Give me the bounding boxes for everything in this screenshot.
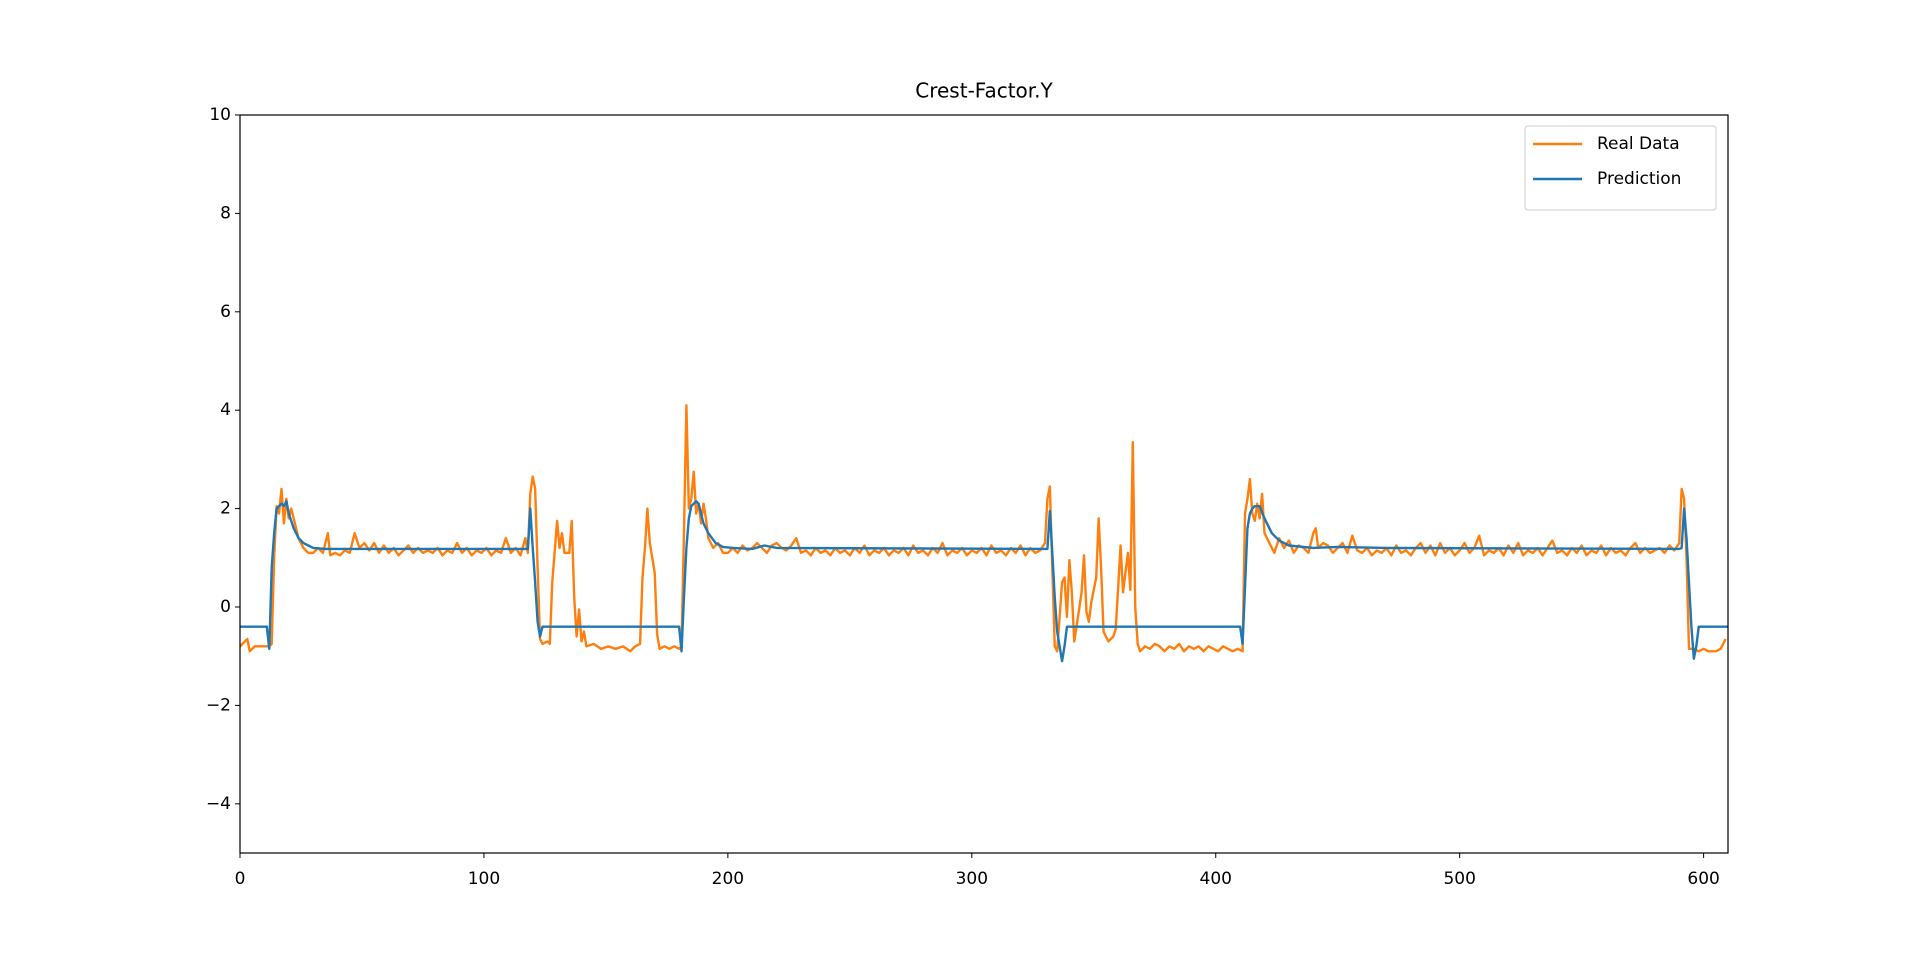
data-line: [240, 500, 1728, 663]
axes-frame: [239, 114, 1729, 854]
x-tick-label: 300: [956, 869, 988, 889]
x-tick-label: 400: [1200, 869, 1232, 889]
y-tick-label: 4: [220, 400, 231, 420]
legend: Real Data Prediction: [1524, 125, 1717, 211]
y-tick-label: −4: [206, 794, 231, 814]
x-tick-label: 600: [1687, 869, 1719, 889]
y-tick-label: −2: [206, 695, 231, 715]
y-tick-label: 2: [220, 499, 231, 519]
legend-label: Prediction: [1597, 169, 1681, 189]
y-tick-label: 8: [220, 203, 231, 223]
x-tick-label: 0: [235, 869, 246, 889]
x-tick-label: 100: [468, 869, 500, 889]
x-tick-label: 500: [1443, 869, 1475, 889]
legend-label: Real Data: [1597, 134, 1680, 154]
legend-box: [1524, 125, 1717, 211]
chart-title: Crest-Factor.Y: [915, 79, 1053, 103]
data-line: [240, 404, 1727, 653]
x-tick-label: 200: [712, 869, 744, 889]
y-tick-label: 6: [220, 302, 231, 322]
y-tick-label: 0: [220, 597, 231, 617]
y-tick-label: 10: [209, 105, 231, 125]
